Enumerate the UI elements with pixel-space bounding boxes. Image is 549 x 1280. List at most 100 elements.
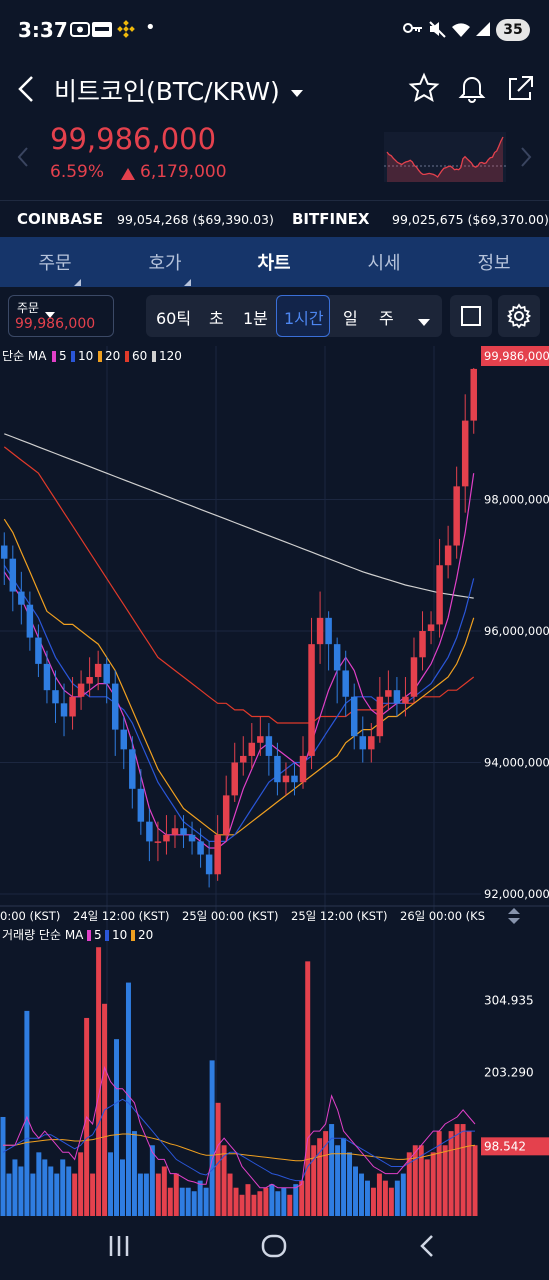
volume-bar [299,1180,305,1216]
prev-coin-icon[interactable] [16,146,30,172]
binance-app-icon [117,20,135,40]
candle-body [291,775,298,783]
time-tick-label: 0:00 (KST) [0,909,60,923]
ma60-period: 60 [132,349,147,363]
order-quick-box[interactable]: 주문 99,986,000 [8,295,114,337]
volume-bar [472,1145,478,1216]
candle-body [385,690,392,697]
candle [376,677,384,743]
next-coin-icon[interactable] [519,146,533,172]
candle [86,657,93,697]
volume-bar [161,1166,167,1216]
candle-body [461,420,469,487]
ma120-swatch [152,351,156,362]
star-icon[interactable] [408,72,440,108]
candle-body [86,677,93,684]
tab-orderbook[interactable]: 호가 [148,253,182,274]
volume-bar [173,1173,179,1216]
app-header: 비트코인(BTC/KRW) [0,60,549,120]
mini-sparkline[interactable] [384,132,506,182]
candle [120,716,128,770]
signal-icon [474,20,492,40]
home-icon[interactable] [260,1232,288,1266]
pane-resize-handle[interactable] [508,908,520,924]
camera-icon [70,20,90,40]
interval-1-minute[interactable]: 1분 [243,309,268,328]
interval-1-hour[interactable]: 1시간 [284,309,324,328]
change-amount: 6,179,000 [140,162,227,182]
interval-day[interactable]: 일 [343,309,358,328]
candle-body [43,663,51,691]
volume-bar [18,1166,24,1216]
tab-corner-icon [74,271,81,290]
volume-current-tag-label: 98.542 [484,1139,526,1153]
time-tick-label: 25일 12:00 (KST) [291,909,388,923]
volume-bar [305,961,311,1216]
volume-tick-label: 304.935 [484,993,534,1007]
tab-order[interactable]: 주문 [38,253,72,274]
square-icon [461,306,481,326]
notification-dot-icon: • [145,17,156,38]
battery-icon: 35 [496,19,530,41]
interval-more-icon[interactable] [418,312,430,331]
candle-body [94,663,102,678]
candle-body [52,690,59,704]
exchange-name: COINBASE [17,210,103,228]
up-triangle-icon [120,166,136,185]
candle [111,670,119,756]
candle-body [180,828,187,835]
recent-apps-icon[interactable] [106,1232,132,1266]
price-tick-label: 92,000,000 [484,887,549,901]
volume-bar [245,1184,251,1216]
key-icon [402,20,424,40]
candle [154,821,162,862]
candle-body [419,631,426,658]
chart-settings-button[interactable] [498,295,540,337]
candle-body [222,795,230,835]
main-tabs: 주문 호가 차트 시세 정보 [0,237,549,287]
volume-bar [287,1194,293,1216]
candle-body [77,683,85,697]
page-title[interactable]: 비트코인(BTC/KRW) [54,77,280,106]
candle [43,650,51,704]
interval-selector: 60틱 초 1분 1시간 일 주 [146,295,442,337]
candle-body [248,742,256,756]
volume-bar [394,1180,400,1216]
chevron-down-icon[interactable] [290,84,304,103]
candle-body [359,736,367,750]
tab-market-price[interactable]: 시세 [367,253,401,274]
candle [410,637,418,704]
candle [146,808,153,862]
exchange-name: BITFINEX [292,210,370,228]
candle [231,742,238,802]
back-icon[interactable] [14,74,38,108]
interval-60-tick[interactable]: 60틱 [156,309,192,328]
candle-body [18,591,25,605]
pane-up-arrow-icon [508,908,520,914]
volume-bar [460,1124,466,1216]
back-nav-icon[interactable] [416,1232,438,1266]
price-chart[interactable]: 98,000,000 96,000,000 94,000,000 92,000,000… [0,346,549,1216]
candle [461,394,469,513]
volume-bar [233,1187,239,1216]
fullscreen-button[interactable] [450,295,492,337]
candle-body [325,617,332,645]
volume-bar [114,1039,119,1216]
candle [163,815,170,855]
tab-info[interactable]: 정보 [477,253,511,274]
exchange-value: 99,054,268 ($69,390.03) [117,212,274,227]
candle [248,723,256,770]
share-icon[interactable] [505,72,537,108]
interval-week[interactable]: 주 [379,309,394,328]
volume-bar [143,1173,149,1216]
candle-body [188,834,196,842]
bell-icon[interactable] [456,72,488,108]
volume-bar [436,1131,442,1216]
exchange-value: 99,025,675 ($69,370.00) [392,212,549,227]
interval-second[interactable]: 초 [209,309,224,328]
volume-bar [48,1166,54,1216]
tab-chart[interactable]: 차트 [257,253,291,274]
candle [453,466,460,559]
candle-body [410,657,418,697]
volume-bar [359,1173,364,1216]
